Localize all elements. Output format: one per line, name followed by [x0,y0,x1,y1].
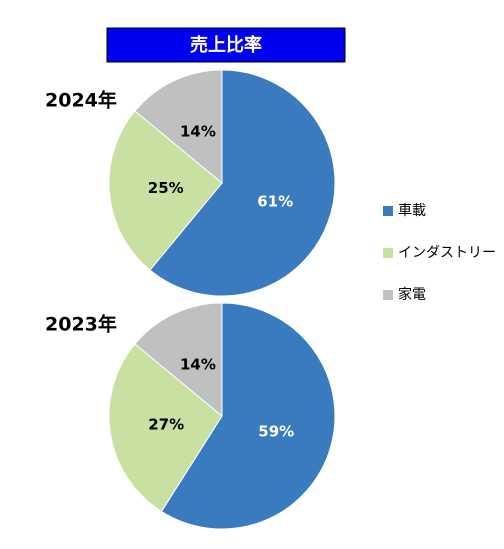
data-label: 27% [148,415,184,433]
pie-slice [160,302,336,530]
data-label: 25% [148,179,184,197]
data-label: 14% [180,355,216,373]
pie-slice [149,69,336,297]
legend-swatch [383,206,393,216]
pie-slice [134,302,223,418]
legend-label: 家電 [398,286,426,303]
legend-label: インダストリー [398,245,496,261]
data-label: 61% [257,193,293,211]
legend-swatch [383,248,393,258]
pie-slice [134,69,223,185]
pie-slice [108,110,223,271]
pie-title: 2024年 [45,89,117,112]
chart-title: 売上比率 [190,34,262,56]
pie-slice [108,343,223,513]
legend-label: 車載 [398,202,426,219]
legend-swatch [383,290,393,300]
pie-title: 2023年 [45,313,117,336]
data-label: 59% [258,422,294,440]
data-label: 14% [180,122,216,140]
title-box [106,27,346,63]
